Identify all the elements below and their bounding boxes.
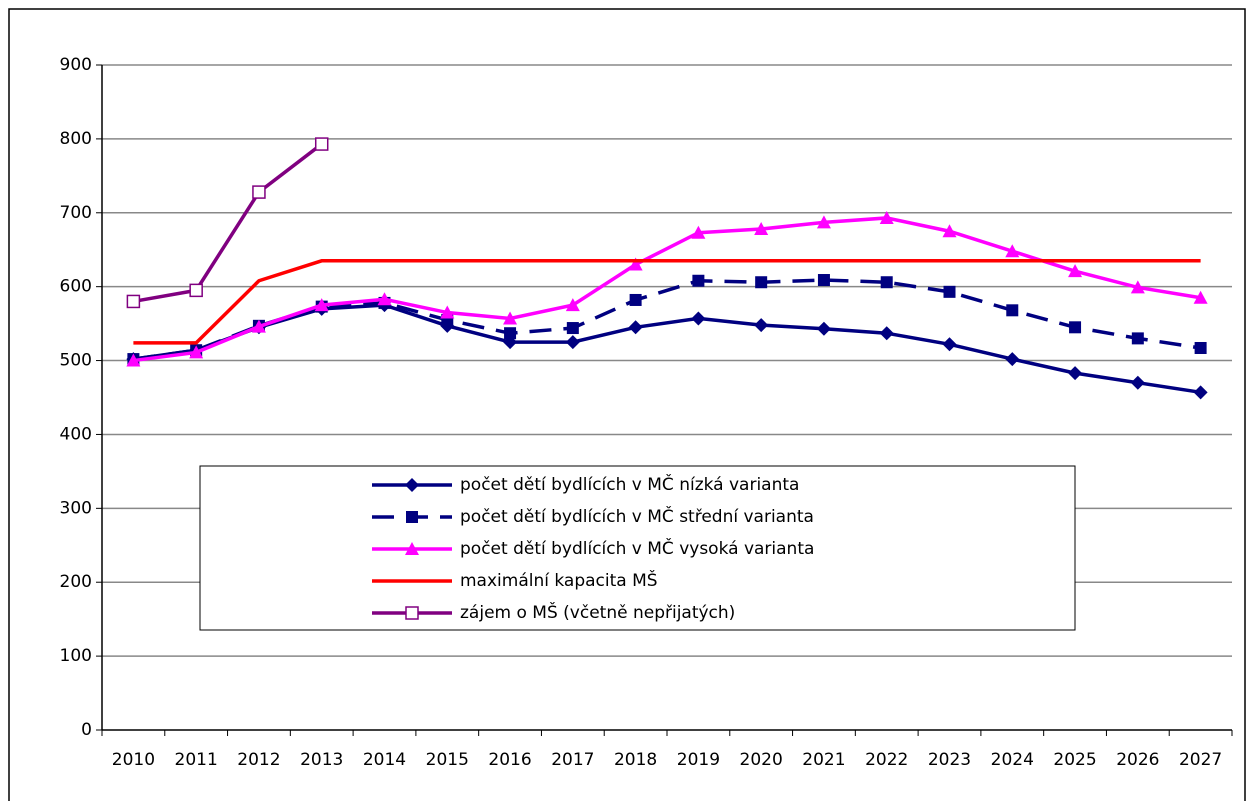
marker — [1068, 264, 1083, 278]
marker — [566, 322, 579, 335]
marker — [1194, 341, 1207, 354]
marker — [879, 326, 894, 341]
series-line — [133, 259, 1201, 345]
legend — [199, 465, 1076, 631]
marker — [189, 283, 203, 298]
x-tick-label: 2010 — [112, 750, 155, 770]
marker — [1131, 332, 1144, 345]
x-tick-label: 2024 — [991, 750, 1034, 770]
x-tick-label: 2019 — [677, 750, 720, 770]
marker — [816, 321, 831, 336]
x-tick-label: 2020 — [740, 750, 783, 770]
y-tick-label: 200 — [60, 572, 92, 592]
marker — [1069, 321, 1082, 334]
marker — [252, 185, 266, 199]
marker — [377, 292, 392, 306]
marker — [1193, 290, 1208, 304]
marker — [1130, 280, 1145, 294]
x-tick-label: 2021 — [802, 750, 845, 770]
marker — [565, 335, 580, 350]
series-line — [133, 216, 1201, 363]
x-tick-label: 2022 — [865, 750, 908, 770]
marker — [1193, 385, 1208, 400]
x-tick-label: 2011 — [175, 750, 218, 770]
marker — [628, 257, 643, 271]
marker — [1130, 375, 1145, 390]
legend-label: maximální kapacita MŠ — [460, 569, 658, 591]
marker — [405, 606, 419, 620]
marker — [817, 274, 830, 287]
marker — [126, 294, 141, 309]
legend-label: počet dětí bydlících v MČ střední varian… — [460, 505, 814, 527]
marker — [691, 311, 706, 326]
marker — [879, 210, 894, 224]
marker — [692, 274, 705, 287]
x-tick-label: 2012 — [237, 750, 280, 770]
y-tick-label: 600 — [60, 277, 92, 297]
marker — [880, 276, 893, 289]
marker — [565, 298, 580, 312]
marker — [691, 225, 706, 239]
y-tick-label: 800 — [60, 129, 92, 149]
marker — [314, 137, 329, 151]
chart-border — [8, 8, 1246, 805]
x-tick-label: 2026 — [1116, 750, 1159, 770]
marker — [405, 542, 419, 555]
marker — [406, 511, 418, 523]
x-tick-label: 2027 — [1179, 750, 1222, 770]
marker — [504, 327, 517, 340]
legend-label: počet dětí bydlících v MČ nízká varianta — [460, 473, 799, 495]
marker — [126, 353, 141, 367]
series-line — [133, 278, 1201, 361]
marker — [405, 478, 419, 492]
marker — [754, 222, 769, 236]
marker — [754, 318, 769, 333]
x-tick-label: 2014 — [363, 750, 406, 770]
y-tick-label: 900 — [60, 55, 92, 75]
marker — [1005, 244, 1020, 258]
marker — [189, 345, 204, 359]
marker — [816, 215, 831, 229]
x-tick-label: 2013 — [300, 750, 343, 770]
x-tick-label: 2023 — [928, 750, 971, 770]
y-tick-label: 700 — [60, 203, 92, 223]
series-line — [133, 142, 323, 304]
y-tick-label: 500 — [60, 351, 92, 371]
y-tick-label: 100 — [60, 646, 92, 666]
x-tick-label: 2016 — [488, 750, 531, 770]
legend-label: počet dětí bydlících v MČ vysoká variant… — [460, 537, 814, 559]
marker — [1006, 304, 1019, 317]
marker — [628, 320, 643, 335]
marker — [251, 319, 266, 333]
marker — [755, 276, 768, 289]
marker — [1068, 366, 1083, 381]
marker — [314, 298, 329, 312]
marker — [1005, 352, 1020, 367]
marker — [503, 311, 518, 325]
legend-label: zájem o MŠ (včetně nepřijatých) — [460, 601, 735, 623]
x-tick-label: 2017 — [551, 750, 594, 770]
x-tick-label: 2025 — [1053, 750, 1096, 770]
marker — [942, 337, 957, 352]
y-tick-label: 300 — [60, 498, 92, 518]
y-tick-label: 400 — [60, 424, 92, 444]
marker — [440, 305, 455, 319]
marker — [629, 293, 642, 306]
marker — [943, 285, 956, 298]
x-tick-label: 2018 — [614, 750, 657, 770]
series-line — [133, 303, 1201, 395]
y-tick-label: 0 — [81, 720, 92, 740]
marker — [942, 224, 957, 238]
x-tick-label: 2015 — [426, 750, 469, 770]
